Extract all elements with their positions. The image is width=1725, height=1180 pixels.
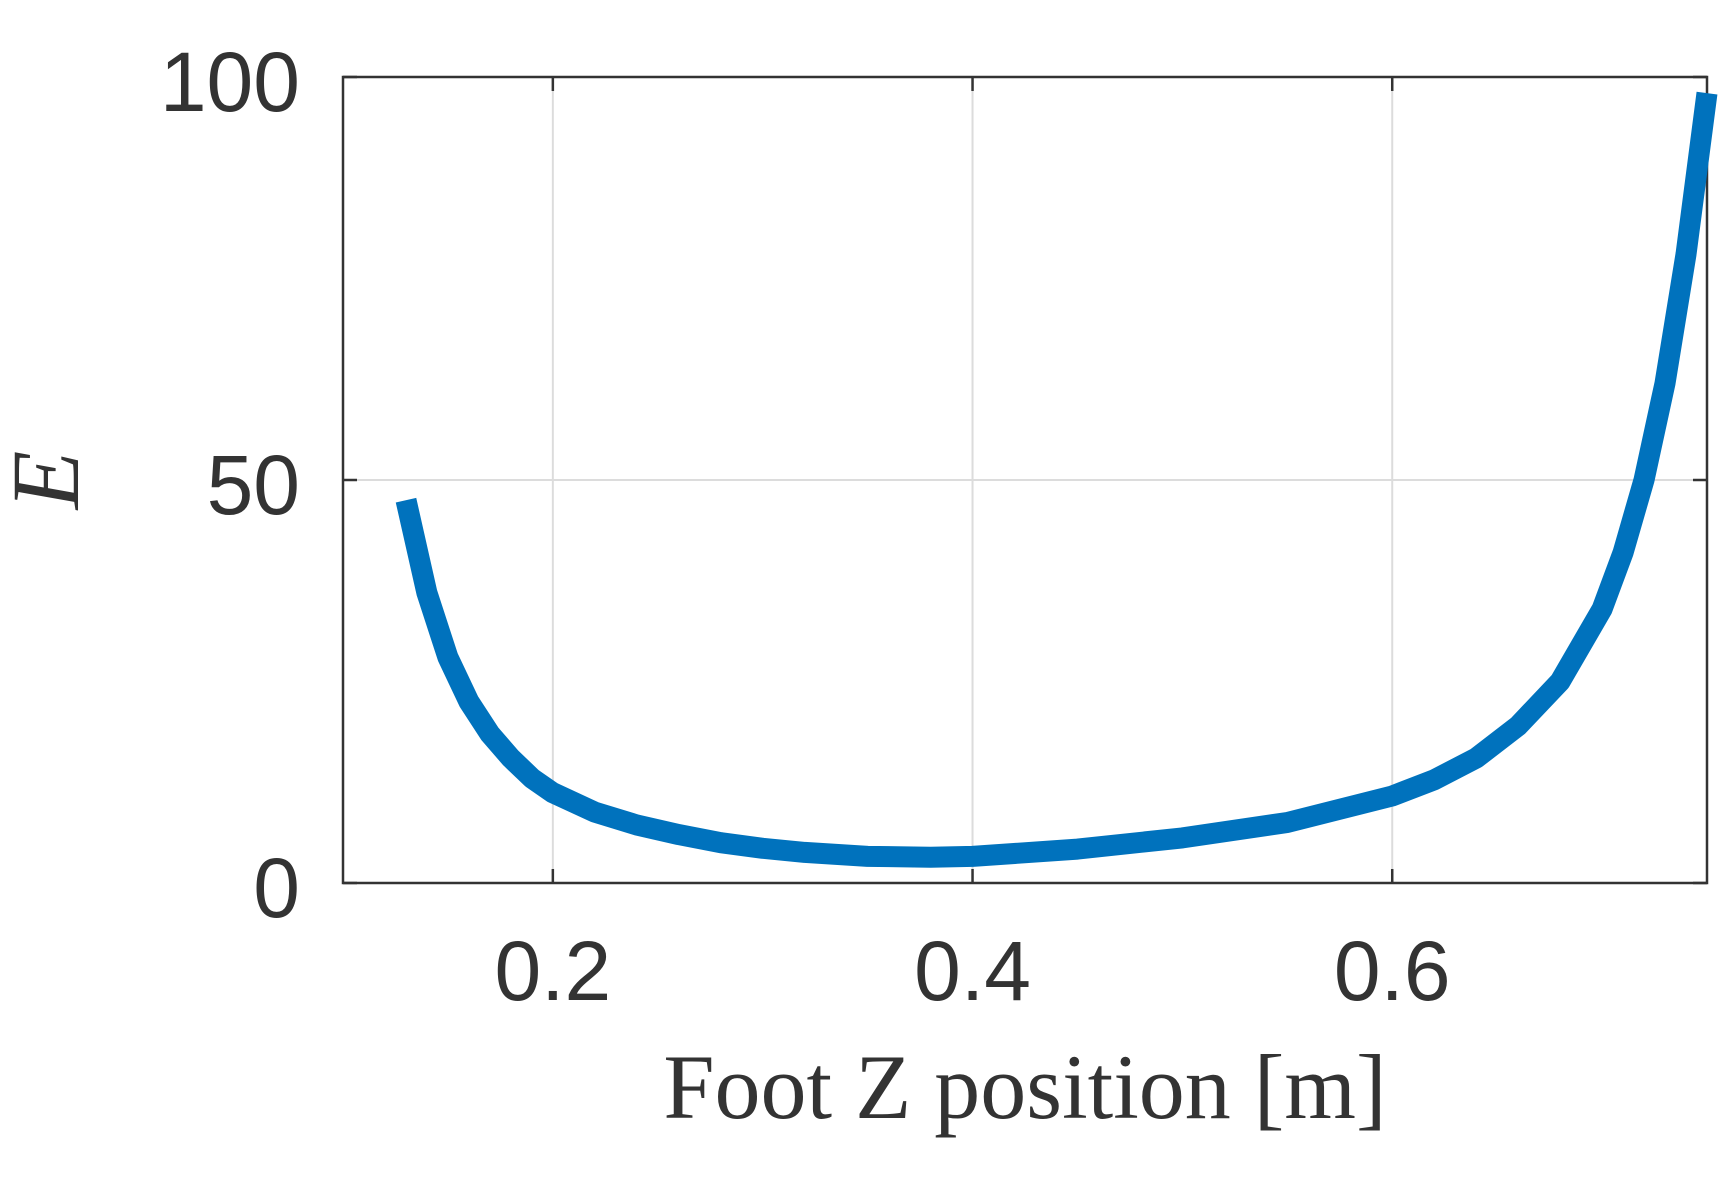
tick-marks	[343, 75, 1707, 885]
grid-lines	[343, 77, 1707, 883]
y-tick-label: 100	[160, 35, 300, 129]
y-tick-label: 0	[253, 841, 300, 935]
y-tick-labels: 0 50 100	[160, 35, 300, 935]
y-tick-label: 50	[207, 438, 300, 532]
x-tick-label: 0.4	[914, 924, 1031, 1018]
y-axis-label: E	[0, 451, 99, 512]
series-group	[395, 91, 1718, 868]
series-line	[395, 91, 1718, 868]
x-tick-labels: 0.2 0.4 0.6	[494, 924, 1450, 1018]
x-tick-label: 0.2	[494, 924, 611, 1018]
x-tick-label: 0.6	[1334, 924, 1451, 1018]
x-axis-label: Foot Z position [m]	[663, 1036, 1386, 1138]
